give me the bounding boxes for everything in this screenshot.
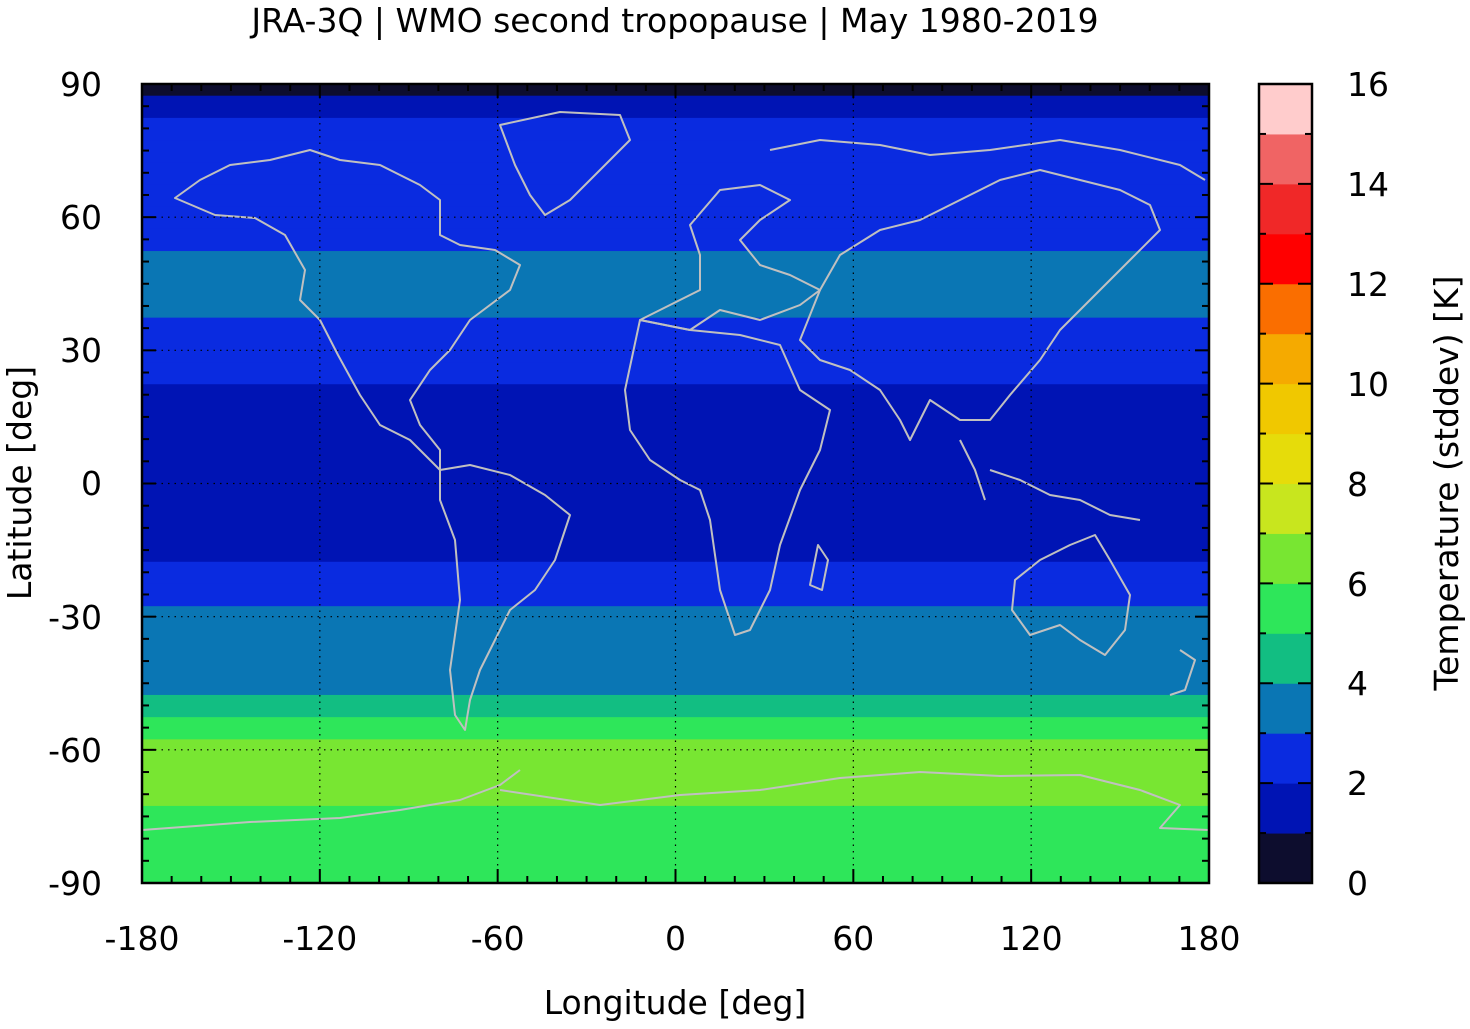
colorbar-level xyxy=(1259,633,1312,684)
colorbar-tick-label: 6 xyxy=(1347,565,1368,604)
colorbar-tick-label: 8 xyxy=(1347,465,1368,504)
colorbar-level xyxy=(1259,433,1312,484)
coastline-new-zealand xyxy=(1169,649,1196,696)
heatmap-cell xyxy=(142,760,1209,784)
x-tick-label: -180 xyxy=(105,919,180,958)
heatmap-plot-area xyxy=(142,84,1209,883)
x-axis-label: Longitude [deg] xyxy=(544,983,807,1022)
colorbar-label: Temperature (stddev) [K] xyxy=(1427,275,1466,691)
grid-lines xyxy=(142,84,1209,883)
heatmap-cell xyxy=(142,317,1209,340)
colorbar-level xyxy=(1259,383,1312,435)
y-tick-label: -90 xyxy=(48,864,102,903)
colorbar-levels xyxy=(1259,84,1312,884)
coastline-greenland xyxy=(499,111,631,216)
heatmap-cell xyxy=(142,117,1209,141)
y-tick-label: -60 xyxy=(48,731,102,770)
colorbar-tick-labels: 0 2 4 6 8 10 12 14 16 xyxy=(1347,65,1389,903)
colorbar-level xyxy=(1259,683,1312,734)
x-tick-label: 120 xyxy=(1000,919,1063,958)
x-tick-label: -60 xyxy=(471,919,525,958)
colorbar-tick-label: 4 xyxy=(1347,664,1368,703)
colorbar-level xyxy=(1259,283,1312,335)
colorbar-level xyxy=(1259,183,1312,235)
coastline-arctic xyxy=(769,139,1206,181)
chart-title: JRA-3Q | WMO second tropopause | May 198… xyxy=(249,1,1098,40)
heatmap-cell xyxy=(142,361,1209,385)
y-tick-label: 90 xyxy=(60,65,102,104)
colorbar-tick-label: 10 xyxy=(1347,365,1389,404)
heatmap-cell xyxy=(142,428,1209,451)
heatmap-cell xyxy=(142,538,1209,562)
heatmap-cell xyxy=(142,627,1209,651)
colorbar-level xyxy=(1259,533,1312,584)
heatmap-cell xyxy=(142,805,1209,829)
y-tick-labels: -90 -60 -30 0 30 60 90 xyxy=(48,65,102,903)
heatmap-cell xyxy=(142,383,1209,407)
x-tick-labels: -180 -120 -60 0 60 120 180 xyxy=(105,919,1241,958)
coastline-europe xyxy=(639,184,821,331)
colorbar-level xyxy=(1259,84,1312,135)
colorbar-tick-label: 0 xyxy=(1347,864,1368,903)
colorbar-level xyxy=(1259,833,1312,884)
heatmap-cell xyxy=(142,228,1209,252)
y-tick-label: 0 xyxy=(81,464,102,503)
x-tick-label: 60 xyxy=(832,919,874,958)
coastline-asia xyxy=(799,169,1161,441)
x-tick-label: 0 xyxy=(665,919,686,958)
x-tick-label: -120 xyxy=(282,919,357,958)
heatmap-cell xyxy=(142,583,1209,607)
heatmap-cell xyxy=(142,783,1209,806)
coastline-australia xyxy=(1011,534,1131,656)
y-axis-label: Latitude [deg] xyxy=(0,366,39,600)
heatmap-cell xyxy=(142,694,1209,718)
coastline-maritime xyxy=(959,439,1141,521)
heatmap-cell xyxy=(142,139,1209,163)
heatmap-cell xyxy=(142,405,1209,429)
colorbar: 0 2 4 6 8 10 12 14 16 Temperature (stdde… xyxy=(1257,65,1466,903)
colorbar-level xyxy=(1259,733,1312,784)
heatmap-cell xyxy=(142,250,1209,274)
y-tick-label: 30 xyxy=(60,331,102,370)
colorbar-tick-label: 12 xyxy=(1347,265,1389,304)
heatmap-cell xyxy=(142,95,1209,118)
coastline-south-america xyxy=(439,464,571,731)
colorbar-level xyxy=(1259,483,1312,534)
axis-ticks xyxy=(141,83,1210,884)
heatmap-cell xyxy=(142,649,1209,673)
heatmap-cell xyxy=(142,672,1209,695)
heatmap-cell xyxy=(142,516,1209,540)
coastline-africa xyxy=(624,319,831,636)
colorbar-ticks xyxy=(1259,83,1312,884)
y-tick-label: -30 xyxy=(48,598,102,637)
colorbar-tick-label: 2 xyxy=(1347,764,1368,803)
coastlines xyxy=(142,111,1209,831)
colorbar-level xyxy=(1259,583,1312,634)
x-tick-label: 180 xyxy=(1178,919,1241,958)
colorbar-level xyxy=(1259,333,1312,385)
y-tick-label: 60 xyxy=(60,198,102,237)
heatmap-cell xyxy=(142,849,1209,873)
coastline-madagascar xyxy=(809,544,829,591)
heatmap-cell xyxy=(142,494,1209,518)
colorbar-tick-label: 16 xyxy=(1347,65,1389,104)
heatmap-cell xyxy=(142,272,1209,296)
colorbar-level xyxy=(1259,133,1312,185)
colorbar-level xyxy=(1259,783,1312,834)
colorbar-level xyxy=(1259,233,1312,285)
coastline-north-america xyxy=(174,149,521,471)
coastline-antarctica xyxy=(142,769,1209,831)
colorbar-tick-label: 14 xyxy=(1347,165,1389,204)
